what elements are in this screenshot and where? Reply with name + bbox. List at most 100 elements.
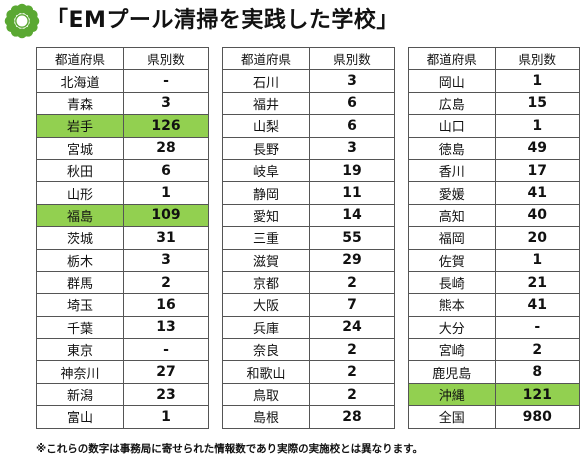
prefecture-cell: 山梨: [222, 114, 310, 138]
prefecture-cell: 福島: [36, 203, 124, 228]
prefecture-cell: 長野: [222, 136, 310, 160]
table-row: 鳥取 2: [222, 382, 395, 407]
count-cell: 55: [309, 226, 395, 250]
prefecture-cell: 岐阜: [222, 158, 310, 183]
prefecture-table-1: 都道府県 県別数 北海道 - 青森 3 岩手 126 宮城 28 秋田 6 山形 1 福島 109 茨城 31…: [36, 46, 209, 429]
table-row: 愛媛 41: [408, 181, 580, 205]
table-row: 宮崎 2: [408, 338, 580, 362]
table-row: 大分 -: [408, 315, 580, 340]
table-row: 福井 6: [222, 91, 395, 116]
table-row: 栃木 3: [36, 248, 209, 272]
prefecture-cell: 兵庫: [222, 315, 310, 340]
prefecture-cell: 佐賀: [408, 248, 496, 272]
count-cell: 13: [123, 315, 209, 340]
count-cell: 17: [494, 158, 580, 183]
count-cell: 126: [123, 114, 209, 138]
count-cell: 23: [123, 382, 209, 407]
count-cell: 21: [494, 270, 580, 295]
prefecture-table-3: 都道府県 県別数 岡山 1 広島 15 山口 1 徳島 49 香川 17 愛媛 41 高知 40 福岡 20 佐…: [408, 46, 580, 429]
table-row: 静岡 11: [222, 181, 395, 205]
header-count: 県別数: [309, 46, 395, 71]
prefecture-cell: 香川: [408, 158, 496, 183]
count-cell: 980: [494, 405, 580, 429]
table-row: 茨城 31: [36, 226, 209, 250]
prefecture-cell: 徳島: [408, 136, 496, 160]
prefecture-cell: 山口: [408, 114, 496, 138]
count-cell: 41: [494, 293, 580, 317]
table-row: 山梨 6: [222, 114, 395, 138]
prefecture-cell: 山形: [36, 181, 124, 205]
count-cell: 19: [309, 158, 395, 183]
prefecture-cell: 宮崎: [408, 338, 496, 362]
table-row: 京都 2: [222, 270, 395, 295]
table-row: 長崎 21: [408, 270, 580, 295]
prefecture-table-2: 都道府県 県別数 石川 3 福井 6 山梨 6 長野 3 岐阜 19 静岡 11 愛知 14 三重 55 滋賀 2…: [222, 46, 395, 429]
count-cell: 3: [123, 91, 209, 116]
count-cell: 3: [123, 248, 209, 272]
count-cell: -: [494, 315, 580, 340]
count-cell: 40: [494, 203, 580, 228]
count-cell: 11: [309, 181, 395, 205]
prefecture-cell: 広島: [408, 91, 496, 116]
count-cell: 29: [309, 248, 395, 272]
prefecture-cell: 愛媛: [408, 181, 496, 205]
page-title: 「EMプール清掃を実践した学校」: [46, 8, 399, 33]
count-cell: 2: [309, 360, 395, 384]
prefecture-cell: 大分: [408, 315, 496, 340]
count-cell: 2: [309, 382, 395, 407]
count-cell: 2: [309, 270, 395, 295]
table-row: 滋賀 29: [222, 248, 395, 272]
prefecture-cell: 高知: [408, 203, 496, 228]
table-row: 山形 1: [36, 181, 209, 205]
count-cell: 109: [123, 203, 209, 228]
table-row: 新潟 23: [36, 382, 209, 407]
prefecture-cell: 沖縄: [408, 382, 496, 407]
table-row: 福島 109: [36, 203, 209, 228]
table-row: 鹿児島 8: [408, 360, 580, 384]
table-row: 宮城 28: [36, 136, 209, 160]
table-row: 埼玉 16: [36, 293, 209, 317]
table-row: 島根 28: [222, 405, 395, 429]
table-header-row: 都道府県 県別数: [408, 46, 580, 71]
table-row: 東京 -: [36, 338, 209, 362]
table-row: 徳島 49: [408, 136, 580, 160]
prefecture-cell: 新潟: [36, 382, 124, 407]
prefecture-cell: 鹿児島: [408, 360, 496, 384]
table-row: 愛知 14: [222, 203, 395, 228]
count-cell: 1: [494, 114, 580, 138]
table-row: 奈良 2: [222, 338, 395, 362]
table-row: 神奈川 27: [36, 360, 209, 384]
count-cell: 2: [123, 270, 209, 295]
count-cell: 1: [494, 248, 580, 272]
prefecture-cell: 福岡: [408, 226, 496, 250]
table-row: 青森 3: [36, 91, 209, 116]
count-cell: 3: [309, 136, 395, 160]
count-cell: 1: [123, 405, 209, 429]
count-cell: 6: [123, 158, 209, 183]
count-cell: -: [123, 338, 209, 362]
count-cell: 15: [494, 91, 580, 116]
header-prefecture: 都道府県: [408, 46, 496, 71]
table-row: 高知 40: [408, 203, 580, 228]
prefecture-cell: 宮城: [36, 136, 124, 160]
prefecture-cell: 福井: [222, 91, 310, 116]
prefecture-cell: 滋賀: [222, 248, 310, 272]
count-cell: 27: [123, 360, 209, 384]
table-row: 富山 1: [36, 405, 209, 429]
prefecture-cell: 静岡: [222, 181, 310, 205]
count-cell: -: [123, 69, 209, 93]
prefecture-cell: 千葉: [36, 315, 124, 340]
count-cell: 49: [494, 136, 580, 160]
prefecture-cell: 岡山: [408, 69, 496, 93]
table-row: 広島 15: [408, 91, 580, 116]
count-cell: 31: [123, 226, 209, 250]
table-row: 北海道 -: [36, 69, 209, 93]
prefecture-cell: 大阪: [222, 293, 310, 317]
count-cell: 28: [309, 405, 395, 429]
header-count: 県別数: [123, 46, 209, 71]
prefecture-cell: 石川: [222, 69, 310, 93]
table-header-row: 都道府県 県別数: [36, 46, 209, 71]
prefecture-cell: 三重: [222, 226, 310, 250]
count-cell: 8: [494, 360, 580, 384]
table-row: 和歌山 2: [222, 360, 395, 384]
